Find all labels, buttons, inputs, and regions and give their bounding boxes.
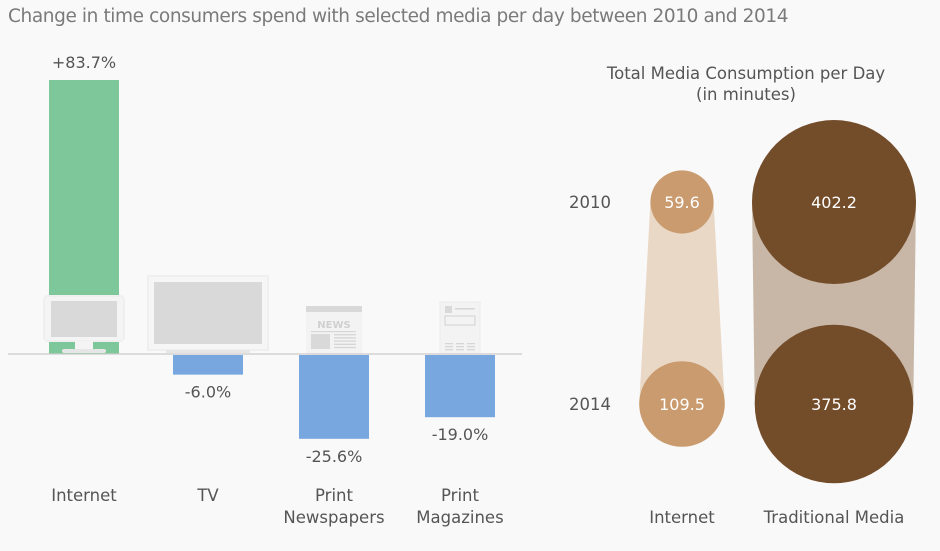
data-label: +83.7% <box>52 53 116 72</box>
bubble <box>752 120 916 284</box>
bar-chart: +83.7% Internet -6.0% TV NEWS -25.6% Print News… <box>8 53 522 527</box>
bubble-label: 109.5 <box>659 395 705 414</box>
category-label: TV <box>196 486 219 505</box>
magazine-icon <box>439 301 481 355</box>
tv-screen <box>154 282 262 344</box>
magazine-line <box>467 346 475 348</box>
bubble-label: 402.2 <box>811 193 857 212</box>
newspaper-header <box>306 306 362 312</box>
bar-group: -19.0% <box>425 301 495 444</box>
data-label: -6.0% <box>185 383 231 402</box>
magazine-line <box>456 343 464 345</box>
newspaper-text: NEWS <box>317 320 350 331</box>
category-label: Newspapers <box>283 508 384 527</box>
bubble-label: 375.8 <box>811 395 857 414</box>
data-label: -25.6% <box>306 447 363 466</box>
row-label: 2010 <box>569 193 611 212</box>
bar-group: -6.0% <box>147 275 269 402</box>
newspaper-icon: NEWS <box>306 306 362 354</box>
connector-band <box>639 202 725 404</box>
bubble <box>639 361 725 447</box>
monitor-screen <box>51 301 117 337</box>
bar-group: NEWS -25.6% <box>299 306 369 466</box>
bar-group: +83.7% <box>43 53 125 354</box>
monitor-icon <box>43 295 125 353</box>
bubble <box>650 170 714 234</box>
tv-icon <box>147 275 269 353</box>
column-label: Internet <box>649 508 715 527</box>
bar <box>425 355 495 418</box>
bubble-label: 59.6 <box>664 193 700 212</box>
magazine-line <box>445 349 453 351</box>
bubble-chart-subtitle: (in minutes) <box>696 85 796 104</box>
magazine-line <box>445 346 453 348</box>
bubble-chart-title: Total Media Consumption per Day <box>606 64 886 83</box>
category-label: Magazines <box>416 508 503 527</box>
newspaper-line <box>334 343 356 345</box>
magazine-line <box>467 343 475 345</box>
newspaper-line <box>334 334 356 336</box>
magazine-box <box>444 315 476 326</box>
row-label: 2014 <box>569 395 611 414</box>
newspaper-photo <box>311 334 330 349</box>
tv-stand <box>166 350 250 353</box>
category-label: Print <box>315 486 353 505</box>
newspaper-line <box>334 337 356 339</box>
column-label: Traditional Media <box>763 508 905 527</box>
newspaper-line <box>334 340 356 342</box>
magazine-line <box>456 349 464 351</box>
category-label: Print <box>441 486 479 505</box>
magazine-line <box>456 346 464 348</box>
magazine-line <box>445 343 453 345</box>
bar <box>299 355 369 439</box>
magazine-line <box>455 308 475 310</box>
bubble-chart: Total Media Consumption per Day (in minu… <box>569 64 916 527</box>
monitor-stand <box>62 349 106 353</box>
category-label: Internet <box>51 486 117 505</box>
chart-title: Change in time consumers spend with sele… <box>8 6 789 27</box>
bar <box>173 355 243 375</box>
monitor-neck <box>75 341 93 350</box>
magazine-line <box>467 349 475 351</box>
data-label: -19.0% <box>432 425 489 444</box>
newspaper-line <box>334 346 356 349</box>
newspaper-rule <box>311 331 356 333</box>
magazine-thumb <box>445 306 452 313</box>
bubble <box>754 324 914 484</box>
